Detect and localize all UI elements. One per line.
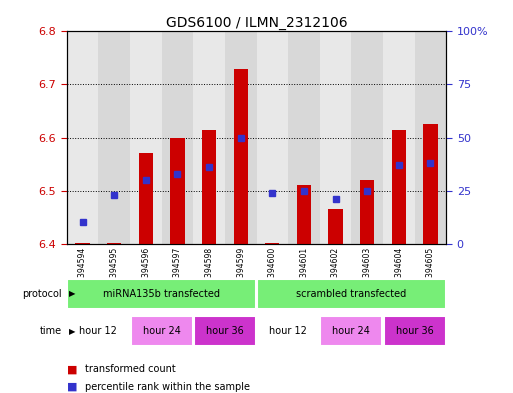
Text: transformed count: transformed count [85, 364, 175, 375]
Text: miRNA135b transfected: miRNA135b transfected [103, 289, 220, 299]
Text: hour 24: hour 24 [332, 326, 370, 336]
Bar [67, 279, 256, 309]
Bar [139, 153, 153, 244]
Bar [131, 316, 192, 346]
Bar [256, 31, 288, 244]
Bar [67, 316, 129, 346]
Bar [423, 124, 438, 244]
Text: ▶: ▶ [69, 327, 76, 336]
Bar [320, 31, 351, 244]
Bar [392, 130, 406, 244]
Text: time: time [40, 326, 62, 336]
Text: protocol: protocol [22, 289, 62, 299]
Bar [233, 68, 248, 244]
Bar [107, 242, 121, 244]
Bar [170, 138, 185, 244]
Bar [257, 316, 319, 346]
Bar [98, 31, 130, 244]
Bar [321, 316, 382, 346]
Bar [415, 31, 446, 244]
Bar [257, 279, 446, 309]
Bar [130, 31, 162, 244]
Text: ▶: ▶ [69, 289, 76, 298]
Text: ■: ■ [67, 382, 77, 392]
Text: hour 36: hour 36 [396, 326, 433, 336]
Bar [384, 316, 446, 346]
Bar [202, 130, 216, 244]
Bar [162, 31, 193, 244]
Bar [328, 209, 343, 244]
Text: GDS6100 / ILMN_2312106: GDS6100 / ILMN_2312106 [166, 16, 347, 30]
Bar [265, 242, 280, 244]
Bar [193, 31, 225, 244]
Bar [288, 31, 320, 244]
Bar [225, 31, 256, 244]
Bar [75, 242, 90, 244]
Text: hour 12: hour 12 [269, 326, 307, 336]
Text: ■: ■ [67, 364, 77, 375]
Bar [360, 180, 374, 244]
Bar [297, 185, 311, 244]
Bar [67, 31, 98, 244]
Text: scrambled transfected: scrambled transfected [297, 289, 406, 299]
Text: hour 24: hour 24 [143, 326, 181, 336]
Text: hour 12: hour 12 [80, 326, 117, 336]
Bar [194, 316, 256, 346]
Bar [383, 31, 415, 244]
Text: hour 36: hour 36 [206, 326, 244, 336]
Bar [351, 31, 383, 244]
Text: percentile rank within the sample: percentile rank within the sample [85, 382, 250, 392]
